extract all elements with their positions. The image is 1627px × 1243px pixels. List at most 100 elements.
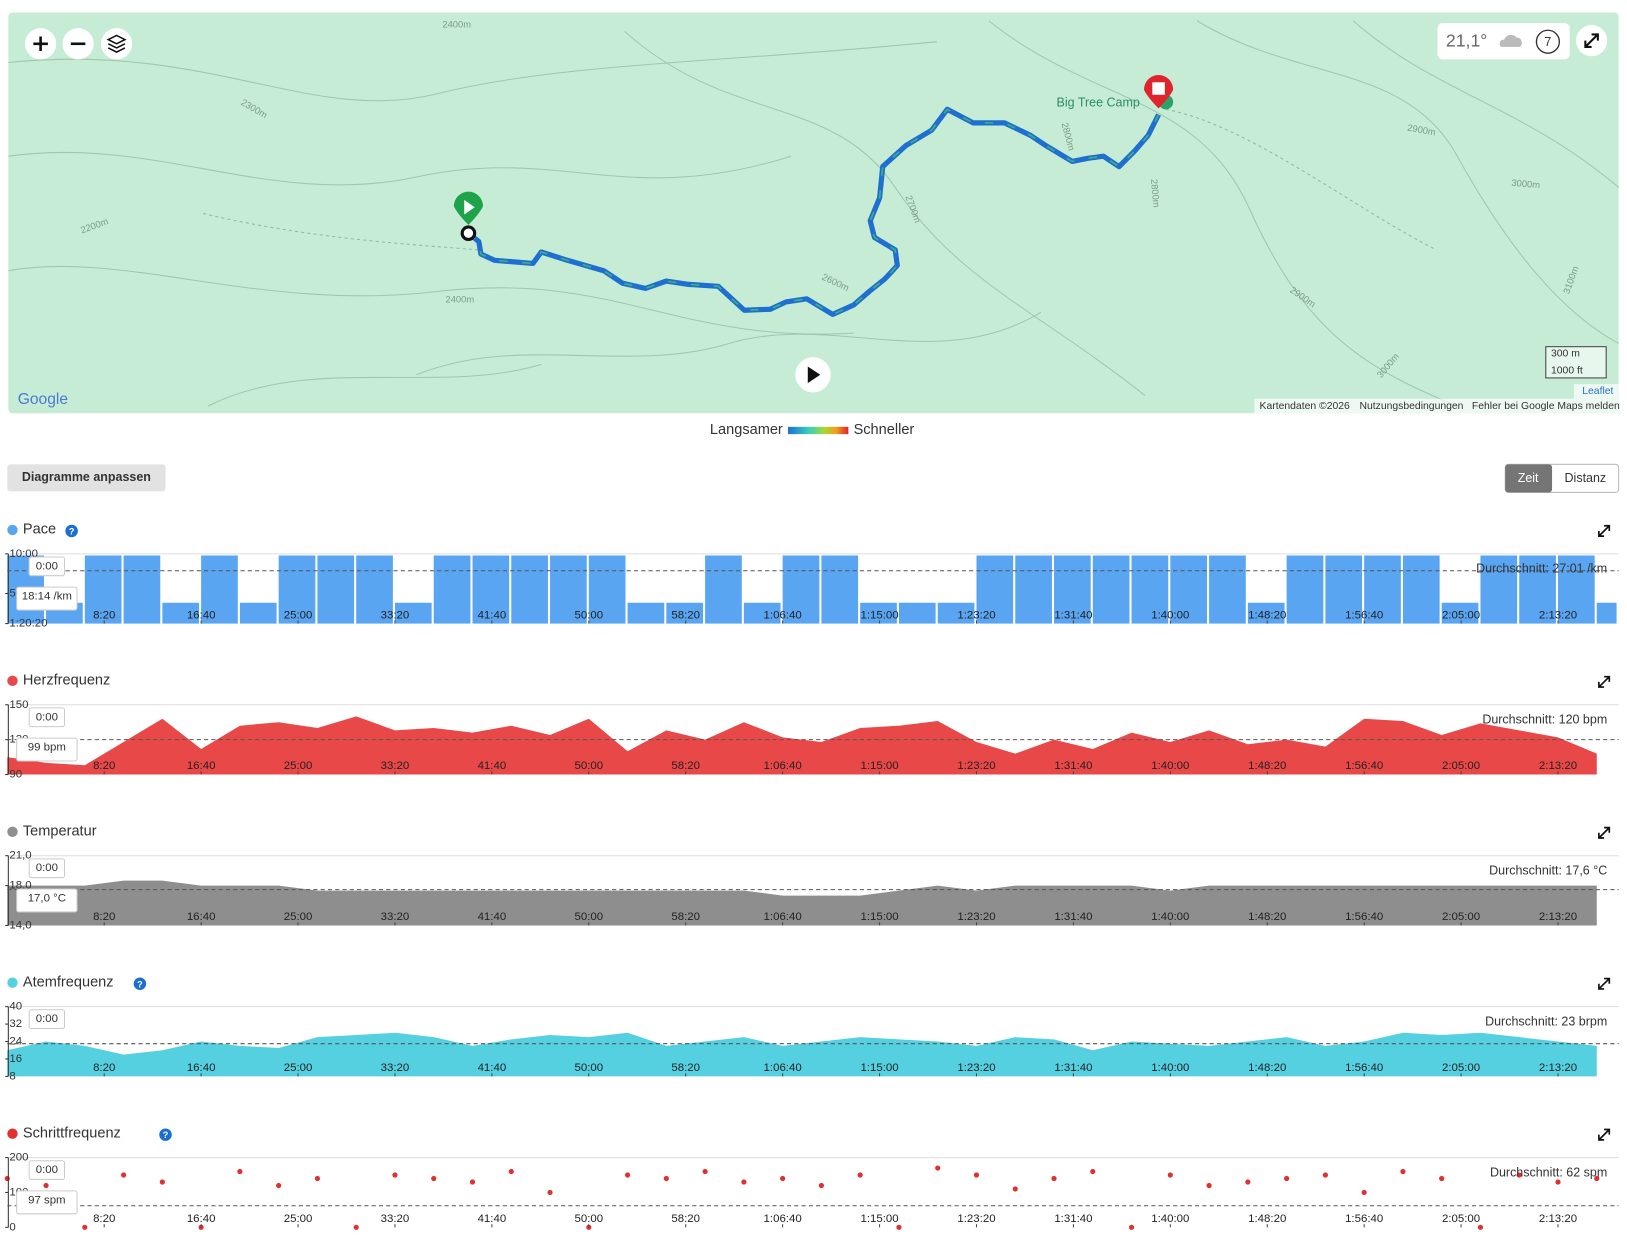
x-tick-label: 33:20	[381, 1213, 410, 1225]
x-tick-label: 1:06:40	[764, 609, 802, 621]
y-tick-label: 150	[9, 699, 28, 711]
point	[896, 1224, 902, 1230]
x-tick-label: 1:56:40	[1345, 609, 1383, 621]
x-tick-label: 1:15:00	[860, 1213, 898, 1225]
x-tick-label: 16:40	[187, 911, 216, 923]
bar	[1558, 555, 1595, 624]
expand-icon[interactable]	[1598, 524, 1611, 537]
bar	[821, 555, 859, 624]
terms-link[interactable]: Nutzungsbedingungen	[1359, 401, 1463, 412]
bar	[627, 602, 665, 624]
x-tick-label: 25:00	[284, 911, 313, 923]
tooltip-box	[16, 586, 78, 611]
customize-button[interactable]	[7, 464, 166, 492]
point	[1167, 1172, 1173, 1178]
y-tick-label: 21,0	[9, 850, 31, 862]
bar	[201, 555, 238, 624]
fullscreen[interactable]	[1575, 25, 1608, 57]
help-icon[interactable]	[133, 977, 147, 990]
point	[547, 1189, 553, 1196]
expand-icon[interactable]	[1598, 977, 1611, 990]
x-tick-label: 41:40	[478, 1213, 507, 1225]
point	[1477, 1224, 1484, 1230]
x-tick-label: 1:15:00	[860, 609, 898, 621]
chart-title: Temperatur	[23, 824, 97, 840]
zoom-out[interactable]	[62, 28, 94, 60]
x-tick-label: 58:20	[671, 760, 700, 772]
x-tick-label: 58:20	[671, 609, 700, 621]
x-tick-label: 1:48:20	[1248, 609, 1286, 621]
bar	[1054, 555, 1091, 624]
x-tick-label: 8:20	[93, 609, 115, 621]
bar	[1209, 555, 1246, 624]
bar	[860, 602, 897, 624]
play[interactable]	[795, 357, 831, 393]
scale-imperial: 1000 ft	[1551, 365, 1583, 376]
point	[1555, 1179, 1561, 1185]
point	[469, 1179, 476, 1185]
x-tick-label: 25:00	[284, 760, 313, 772]
point	[1090, 1168, 1096, 1175]
zoom-in[interactable]	[24, 28, 57, 60]
help-icon[interactable]	[65, 524, 78, 538]
uv-index: 7	[1544, 35, 1551, 49]
uv-icon	[1535, 29, 1561, 54]
report-link[interactable]: Fehler bei Google Maps melden	[1472, 401, 1620, 412]
bar	[898, 602, 936, 624]
expand-icon[interactable]	[1598, 1128, 1611, 1141]
point	[1245, 1179, 1251, 1185]
contours	[8, 20, 1620, 407]
point	[1516, 1172, 1522, 1178]
x-tick-label: 50:00	[574, 609, 603, 621]
x-tick-label: 25:00	[284, 1213, 313, 1225]
tooltip-box	[28, 556, 66, 577]
layers[interactable]	[100, 28, 133, 60]
x-tick-label: 1:48:20	[1248, 1213, 1286, 1225]
bar	[239, 602, 277, 624]
help-icon[interactable]	[159, 1128, 172, 1141]
x-tick-label: 41:40	[478, 911, 507, 923]
start-icon	[464, 199, 475, 215]
x-tick-label: 1:23:20	[957, 1062, 995, 1074]
x-tick-label: 41:40	[478, 609, 507, 621]
toggle-active[interactable]	[1505, 464, 1553, 493]
average-label: Durchschnitt: 120 bpm	[1482, 713, 1607, 727]
average-label: Durchschnitt: 23 brpm	[1485, 1015, 1607, 1029]
point	[624, 1172, 631, 1178]
cloud-icon	[1499, 34, 1522, 47]
bar	[394, 602, 432, 624]
y-tick-label: 1:20:20	[9, 618, 47, 630]
x-tick-label: 1:15:00	[860, 911, 898, 923]
x-tick-label: 2:05:00	[1442, 760, 1480, 772]
x-tick-label: 1:56:40	[1345, 911, 1383, 923]
series-dot	[7, 826, 18, 837]
tooltip-text: 99 bpm	[28, 741, 66, 753]
point	[1128, 1224, 1135, 1230]
help-glyph: ?	[69, 526, 75, 536]
chart-title: Atemfrequenz	[23, 975, 114, 991]
bar	[1286, 555, 1324, 624]
expand-icon[interactable]	[1598, 826, 1611, 839]
speed-gradient	[787, 426, 849, 435]
expand-icon[interactable]	[1598, 675, 1611, 688]
x-tick-label: 1:40:00	[1151, 1213, 1189, 1225]
bar	[317, 555, 355, 624]
x-tick-label: 16:40	[187, 1213, 216, 1225]
y-tick-label: 14,0	[9, 919, 31, 931]
chart-title: Pace	[23, 522, 56, 538]
point	[120, 1172, 127, 1178]
x-tick-label: 1:48:20	[1248, 911, 1286, 923]
legend-faster: Schneller	[854, 422, 915, 438]
x-tick-label: 1:31:40	[1054, 911, 1092, 923]
toggle-time: Zeit	[1518, 471, 1539, 485]
tooltip-text: 0:00	[36, 560, 58, 572]
series-dot	[7, 1128, 18, 1139]
scale-bar	[1545, 346, 1607, 379]
point	[276, 1182, 282, 1189]
point	[1284, 1175, 1290, 1182]
map-background	[8, 12, 1619, 414]
leaflet-link[interactable]: Leaflet	[1582, 386, 1613, 397]
contour-label: 2400m	[442, 20, 471, 30]
bar	[1402, 555, 1440, 624]
x-tick-label: 16:40	[187, 609, 216, 621]
